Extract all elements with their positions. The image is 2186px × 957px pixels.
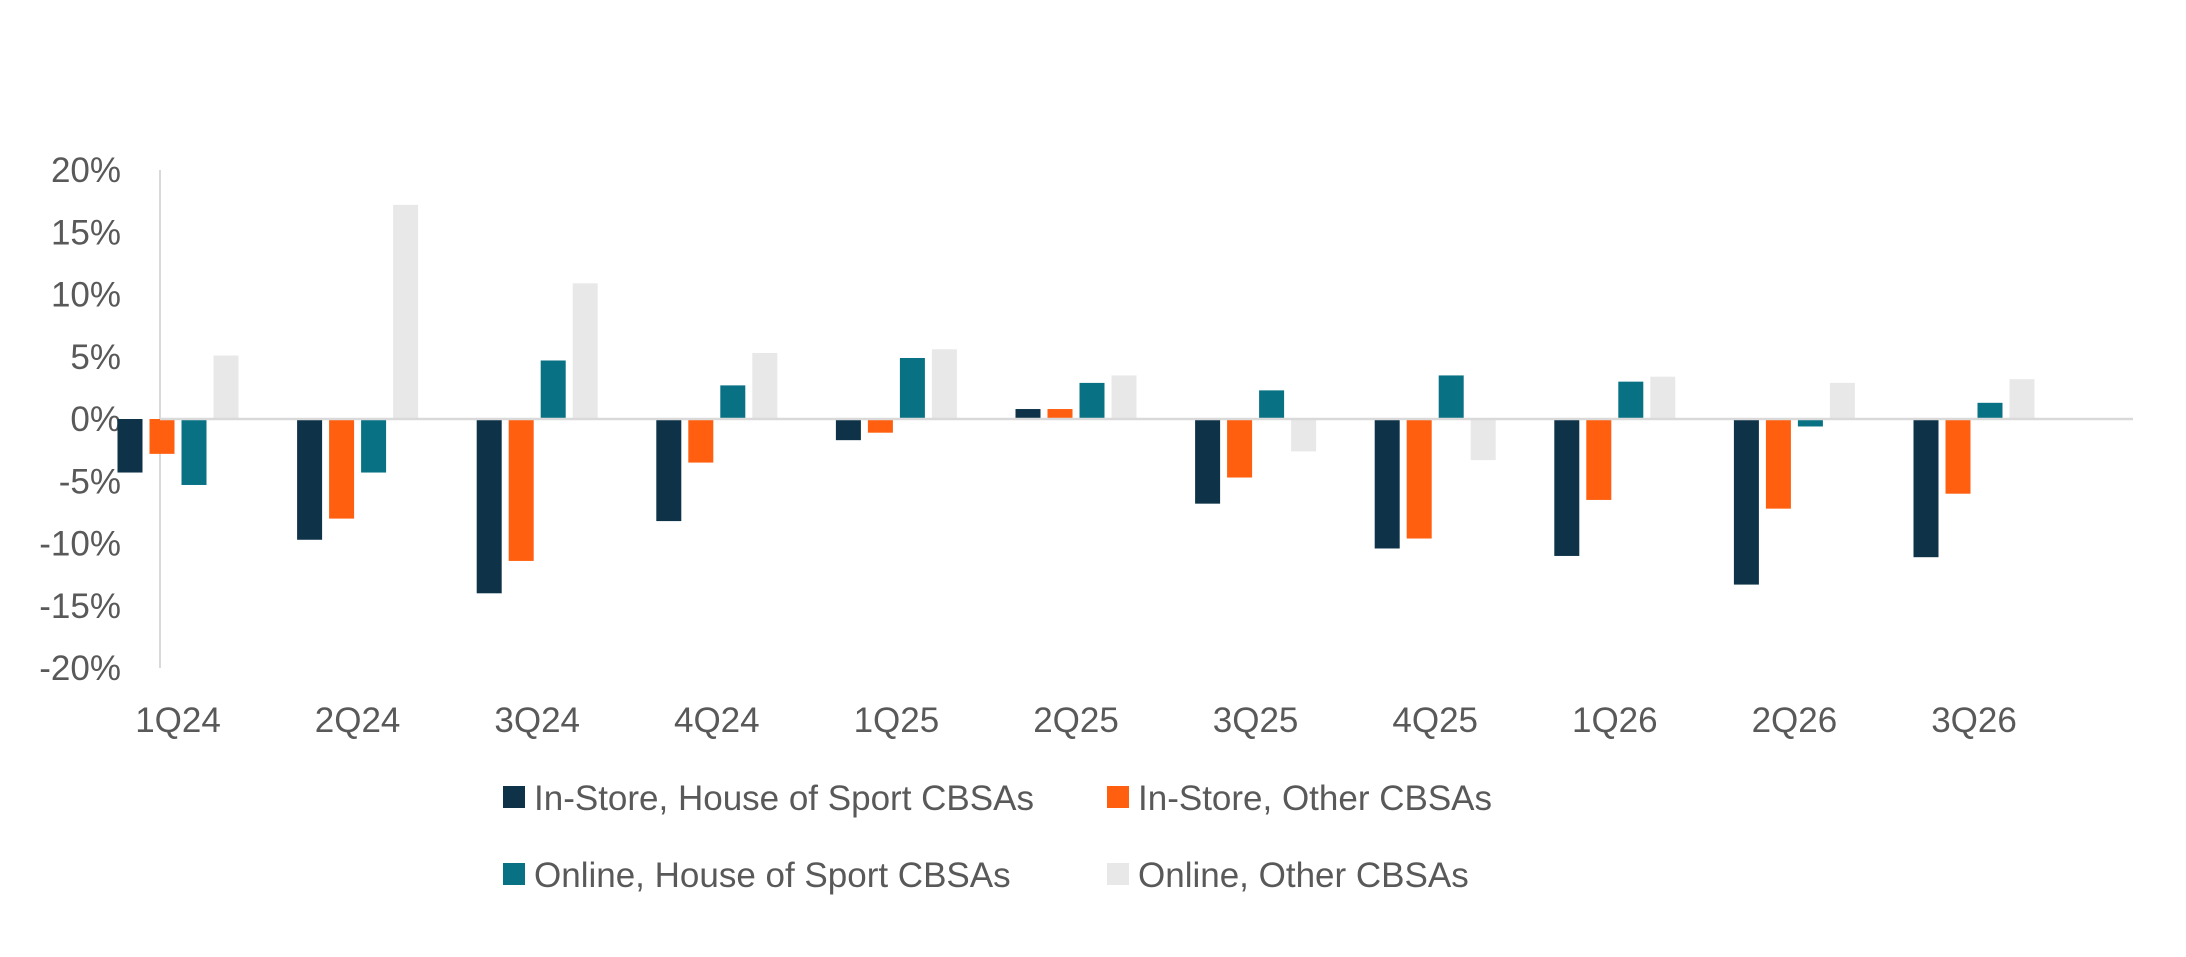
bar-1q26-series-2: [1586, 419, 1612, 500]
bar-4q25-series-3: [1438, 375, 1464, 419]
legend-label: Online, Other CBSAs: [1138, 856, 1469, 895]
y-tick-label: -20%: [39, 649, 121, 688]
x-tick-label: 2Q25: [1033, 701, 1119, 740]
bar-4q24-series-3: [720, 385, 746, 419]
bar-3q24-series-2: [508, 419, 534, 561]
x-axis-tick-labels: 1Q24 2Q24 3Q24 4Q24 1Q25 2Q25 3Q25 4Q25 1Q26 2Q26…: [135, 701, 2017, 740]
x-tick-label: 2Q26: [1752, 701, 1838, 740]
bar-4q25-series-1: [1374, 419, 1400, 549]
y-tick-label: -15%: [39, 587, 121, 626]
bar-4q24-series-1: [656, 419, 682, 522]
legend-label: In-Store, House of Sport CBSAs: [534, 779, 1034, 818]
y-tick-label: 15%: [51, 213, 121, 252]
x-tick-label: 2Q24: [315, 701, 401, 740]
x-tick-label: 1Q25: [854, 701, 940, 740]
legend-swatch: [1107, 863, 1129, 885]
y-tick-label: 5%: [70, 338, 121, 377]
legend-swatch: [503, 863, 525, 885]
y-tick-label: -5%: [59, 462, 121, 501]
x-tick-label: 3Q26: [1931, 701, 2017, 740]
bar-3q26-series-4: [2009, 379, 2035, 419]
legend-swatch: [1107, 786, 1129, 808]
bar-3q24-series-4: [572, 283, 598, 419]
bar-2q25-series-4: [1111, 375, 1137, 419]
bar-4q24-series-2: [688, 419, 714, 463]
bar-2q25-series-2: [1047, 409, 1073, 419]
bar-3q25-series-2: [1227, 419, 1253, 478]
bar-2q25-series-3: [1079, 382, 1105, 419]
bar-marks: [117, 204, 2035, 594]
bar-3q25-series-1: [1195, 419, 1221, 504]
y-axis-tick-labels: 20% 15% 10% 5% 0% -5% -10% -15% -20%: [39, 151, 121, 688]
legend-swatch: [503, 786, 525, 808]
legend-label: In-Store, Other CBSAs: [1138, 779, 1492, 818]
y-tick-label: 0%: [70, 400, 121, 439]
bar-3q24-series-1: [476, 419, 502, 594]
x-tick-label: 1Q26: [1572, 701, 1658, 740]
bar-2q26-series-3: [1797, 419, 1823, 427]
bar-2q24-series-1: [297, 419, 323, 540]
y-tick-label: 20%: [51, 151, 121, 190]
bar-3q24-series-3: [540, 360, 566, 419]
bar-3q26-series-2: [1945, 419, 1971, 494]
bar-1q25-series-1: [835, 419, 861, 441]
bar-2q24-series-2: [329, 419, 355, 519]
bar-1q26-series-4: [1650, 376, 1676, 419]
bar-2q24-series-4: [393, 204, 419, 419]
bar-2q24-series-3: [361, 419, 387, 473]
x-tick-label: 1Q24: [135, 701, 221, 740]
x-tick-label: 4Q25: [1392, 701, 1478, 740]
bar-1q25-series-3: [899, 357, 925, 419]
legend: In-Store, House of Sport CBSAs In-Store, …: [503, 779, 1492, 895]
bar-3q26-series-3: [1977, 402, 2003, 419]
bar-1q26-series-1: [1554, 419, 1580, 556]
x-tick-label: 4Q24: [674, 701, 760, 740]
x-tick-label: 3Q24: [494, 701, 580, 740]
bar-3q25-series-3: [1259, 390, 1285, 419]
bar-3q26-series-1: [1913, 419, 1939, 558]
bar-2q25-series-1: [1015, 409, 1041, 419]
bar-4q25-series-2: [1406, 419, 1432, 539]
bar-1q25-series-2: [867, 419, 893, 433]
bar-2q26-series-4: [1829, 382, 1855, 419]
bar-1q26-series-3: [1618, 381, 1644, 419]
x-tick-label: 3Q25: [1213, 701, 1299, 740]
bar-1q24-series-3: [181, 419, 207, 485]
bar-1q24-series-4: [213, 355, 239, 419]
bar-4q24-series-4: [752, 353, 778, 419]
legend-label: Online, House of Sport CBSAs: [534, 856, 1011, 895]
bar-2q26-series-2: [1765, 419, 1791, 509]
y-tick-label: 10%: [51, 276, 121, 315]
y-tick-label: -10%: [39, 525, 121, 564]
bar-1q25-series-4: [931, 349, 957, 419]
bar-1q24-series-2: [149, 419, 175, 454]
bar-4q25-series-4: [1470, 419, 1496, 461]
bar-1q24-series-1: [117, 419, 143, 473]
bar-3q25-series-4: [1291, 419, 1317, 452]
bar-2q26-series-1: [1733, 419, 1759, 585]
